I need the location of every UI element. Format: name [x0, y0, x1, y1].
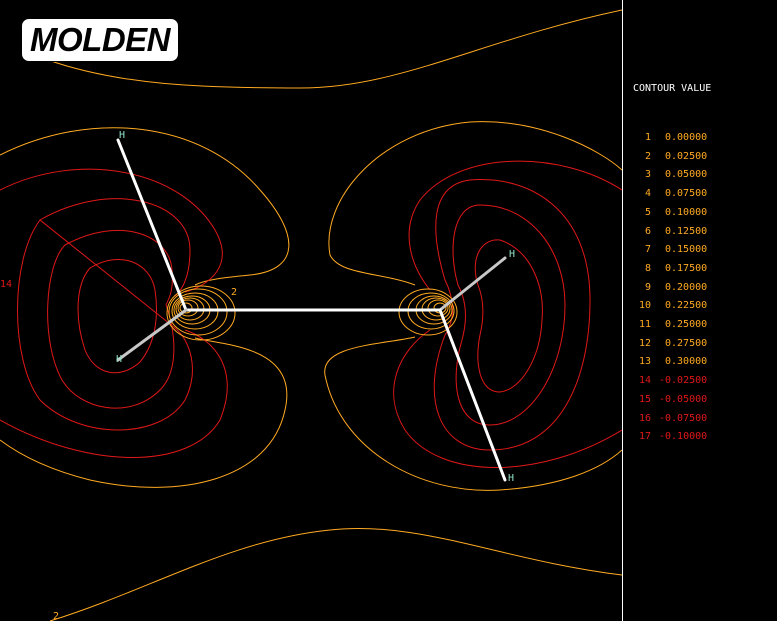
legend-row-value: -0.07500 — [659, 412, 708, 424]
legend-row-index: 2 — [644, 150, 651, 162]
contour-line-positive — [0, 337, 288, 488]
legend-row-index: 13 — [638, 356, 651, 368]
legend-row-value: 0.02500 — [665, 150, 708, 162]
legend-row-index: 14 — [638, 375, 651, 387]
contour-line-positive — [328, 121, 622, 256]
bond-left-h-top — [116, 138, 188, 312]
atom-label-h: H — [116, 354, 122, 365]
contour-line-positive — [47, 9, 622, 89]
legend-row-value: 0.10000 — [665, 206, 708, 218]
logo-text: MOLDEN — [30, 21, 171, 58]
contour-line-positive — [0, 127, 290, 286]
legend-row-value: 0.05000 — [665, 169, 708, 181]
legend-row-index: 11 — [638, 319, 651, 330]
legend-row: 10 0.22500 — [623, 299, 777, 313]
atom-label-h: H — [119, 130, 125, 141]
legend-row: 1 0.00000 — [623, 131, 777, 145]
contour-line-negative — [452, 204, 566, 426]
legend-row-value: 0.22500 — [665, 300, 708, 312]
legend-row-value: -0.10000 — [659, 431, 708, 443]
molden-logo: MOLDEN — [21, 18, 179, 62]
molecule-bonds — [116, 138, 507, 482]
legend-row: 5 0.10000 — [623, 206, 777, 220]
legend-row: 16 -0.07500 — [623, 412, 777, 426]
contour-line-positive — [49, 527, 622, 621]
legend-row-index: 16 — [638, 412, 651, 424]
bond-right-h-bottom — [438, 308, 507, 482]
legend-row: 17 -0.10000 — [623, 430, 777, 444]
legend-row-index: 12 — [638, 337, 651, 349]
legend-row-value: 0.15000 — [665, 244, 708, 256]
legend-row-value: 0.27500 — [665, 337, 708, 349]
legend-row-index: 15 — [638, 393, 651, 405]
contour-line-negative — [17, 198, 193, 431]
contour-label: 14 — [621, 276, 622, 287]
legend-row-index: 3 — [644, 169, 651, 181]
legend-row-index: 5 — [644, 206, 651, 218]
contour-line-positive — [324, 336, 622, 491]
atom-label-h: H — [508, 473, 514, 484]
legend-row-value: 0.25000 — [665, 319, 708, 330]
legend-row: 12 0.27500 — [623, 337, 777, 351]
contour-line-negative — [77, 259, 157, 374]
contour-legend-panel: CONTOUR VALUE 1 0.00000 2 0.02500 3 0.05000 4 0… — [623, 0, 777, 621]
left-atom-contour-cluster — [166, 285, 236, 341]
legend-row: 4 0.07500 — [623, 187, 777, 201]
contour-label: 14 — [0, 279, 12, 290]
bond-left-h-bottom — [116, 308, 188, 362]
legend-row-index: 7 — [644, 244, 651, 256]
legend-row-value: -0.02500 — [659, 375, 708, 387]
legend-row-value: -0.05000 — [659, 393, 708, 405]
legend-title: CONTOUR VALUE — [633, 83, 712, 94]
legend-row-value: 0.00000 — [665, 132, 708, 143]
legend-row: 13 0.30000 — [623, 355, 777, 369]
legend-row: 11 0.25000 — [623, 318, 777, 332]
contour-line-negative — [474, 239, 543, 393]
legend-row-index: 17 — [638, 431, 651, 443]
bond-right-h-top — [438, 256, 507, 312]
legend-row-value: 0.20000 — [665, 281, 708, 293]
contour-plot-canvas[interactable]: H H H H 2 14 14 2 MOLDEN — [0, 0, 623, 621]
legend-row-index: 4 — [644, 188, 651, 200]
legend-row-index: 9 — [644, 281, 651, 293]
legend-row-index: 6 — [644, 225, 651, 237]
contour-line-negative — [393, 160, 622, 468]
atom-label-h: H — [509, 249, 515, 260]
legend-row: 14 -0.02500 — [623, 374, 777, 388]
contour-line-positive — [329, 254, 416, 286]
legend-row-value: 0.12500 — [665, 225, 708, 237]
contour-line-negative — [433, 179, 591, 451]
legend-row: 8 0.17500 — [623, 262, 777, 276]
legend-row: 3 0.05000 — [623, 168, 777, 182]
legend-row: 2 0.02500 — [623, 150, 777, 164]
contour-line-negative — [0, 168, 228, 458]
legend-row: 15 -0.05000 — [623, 393, 777, 407]
contour-label: 2 — [53, 611, 59, 621]
contour-line-negative — [47, 229, 175, 409]
contour-plot-svg: H H H H 2 14 14 2 — [0, 9, 622, 621]
legend-row: 7 0.15000 — [623, 243, 777, 257]
legend-row-value: 0.07500 — [665, 188, 708, 200]
legend-row-value: 0.17500 — [665, 262, 708, 274]
legend-row-index: 1 — [644, 132, 651, 143]
legend-row-index: 10 — [638, 300, 651, 312]
legend-row-value: 0.30000 — [665, 356, 708, 368]
legend-row: 6 0.12500 — [623, 225, 777, 239]
legend-row-index: 8 — [644, 262, 651, 274]
contour-label: 2 — [231, 287, 237, 298]
legend-row: 9 0.20000 — [623, 281, 777, 295]
